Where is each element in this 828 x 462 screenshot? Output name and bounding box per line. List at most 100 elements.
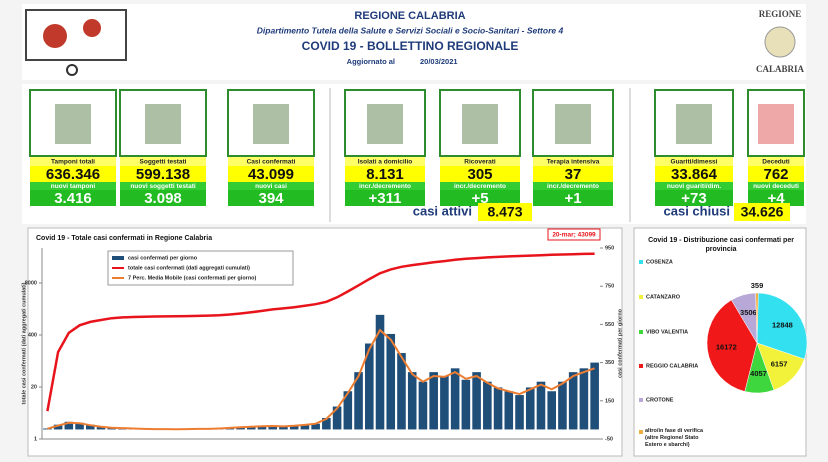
y-axis-label: totale casi confermati (dati aggregati c… [21, 282, 27, 404]
sublabel-band [345, 182, 425, 190]
sublabel-band [120, 182, 206, 190]
subvalue-band [655, 190, 733, 206]
bar [343, 391, 353, 430]
card-label: Terapia intensiva [547, 159, 600, 166]
virus-icon [43, 24, 67, 48]
card-sublabel: nuovi guariti/dim. [667, 183, 721, 190]
value-band [533, 166, 613, 182]
bar [397, 353, 406, 430]
sublabel-band [30, 182, 116, 190]
card-sublabel: nuovi soggetti testati [130, 183, 196, 190]
virus-icon [83, 19, 101, 37]
card-value: 8.131 [366, 166, 404, 183]
y2-tick-label: 550 [605, 322, 614, 328]
card-icon [462, 104, 498, 144]
value-band [120, 166, 206, 182]
bar [257, 426, 267, 430]
card-label: Tamponi totali [51, 159, 95, 166]
label-band [748, 157, 804, 166]
card-label: Ricoverati [464, 159, 496, 166]
bar [53, 424, 63, 430]
slice-label: 12848 [772, 320, 793, 329]
bar [568, 372, 578, 430]
card-subvalue: +1 [564, 190, 581, 207]
legend-swatch [112, 256, 124, 260]
card-subvalue: +4 [767, 190, 785, 207]
card-subvalue: 3.416 [54, 190, 92, 207]
legend-swatch [639, 295, 643, 299]
value-band [748, 166, 804, 182]
legend-swatch [639, 364, 643, 368]
y-tick-label: 20 [31, 384, 37, 390]
card-value: 37 [565, 166, 582, 183]
y-tick-label: 400 [28, 332, 37, 338]
card-sublabel: nuovi tamponi [51, 183, 96, 190]
card-icon [55, 104, 91, 144]
card-subvalue: +311 [369, 190, 402, 207]
annotation-box [547, 228, 601, 241]
card-value: 599.138 [136, 166, 190, 183]
updated-label: Aggiornato al [347, 57, 395, 66]
label-band [30, 157, 116, 166]
bar [85, 424, 95, 430]
value-band [655, 166, 733, 182]
bar [279, 426, 288, 430]
y-tick-label: 8000 [25, 280, 37, 286]
virus-icon [25, 9, 127, 61]
bulletin-title: COVID 19 - BOLLETTINO REGIONALE [302, 39, 519, 53]
card-label: Guariti/dimessi [671, 159, 718, 166]
value-band [345, 166, 425, 182]
card-label: Casi confermati [247, 159, 296, 166]
sublabel-band [655, 182, 733, 190]
bar [590, 362, 599, 430]
bar [64, 421, 74, 430]
pie-slice [756, 292, 808, 360]
closed-box [734, 203, 790, 221]
card-value: 43.099 [248, 166, 294, 183]
department: Dipartimento Tutela della Salute e Servi… [257, 25, 564, 35]
legend-swatch [639, 430, 643, 434]
label-band [120, 157, 206, 166]
subvalue-band [228, 190, 314, 206]
pie-title-box: Covid 19 - Distribuzione casi confermati… [648, 237, 794, 253]
card-value: 33.864 [671, 166, 718, 183]
line [46, 252, 595, 412]
subvalue-band [120, 190, 206, 206]
y-tick-label: 1 [34, 436, 37, 442]
y2-tick-label: 750 [605, 284, 614, 290]
y2-tick-label: 950 [605, 245, 614, 251]
card-icon [145, 104, 181, 144]
card-image [29, 89, 117, 157]
subvalue-band [30, 190, 116, 206]
legend-label: REGGIO CALABRIA [646, 363, 698, 369]
value-band [30, 166, 116, 182]
card-label: Soggetti testati [140, 159, 187, 166]
y2-tick-label: -50 [605, 436, 613, 442]
card-image [532, 89, 614, 157]
logo-text: REGIONE [759, 9, 802, 19]
card-icon [758, 104, 794, 144]
bar [364, 343, 374, 430]
active-box [478, 203, 532, 221]
bar [515, 395, 524, 430]
card-sublabel: nuovi deceduti [753, 183, 799, 190]
card-subvalue: 394 [258, 190, 284, 207]
card-sublabel: incr./decremento [454, 183, 506, 190]
bar [407, 372, 417, 430]
card-subvalue: 3.098 [144, 190, 182, 207]
bar [375, 314, 385, 430]
label-band [440, 157, 520, 166]
card-icon [253, 104, 289, 144]
slice-label: 359 [751, 281, 764, 290]
line [47, 328, 595, 431]
card-value: 636.346 [46, 166, 100, 183]
slice-label: 16172 [716, 342, 737, 351]
logo [764, 26, 796, 58]
legend-label-box: altro/in fase di verifica (altre Regione… [645, 428, 703, 448]
virus-icon [66, 64, 78, 76]
label-band [655, 157, 733, 166]
subvalue-band [533, 190, 613, 206]
sublabel-band [440, 182, 520, 190]
